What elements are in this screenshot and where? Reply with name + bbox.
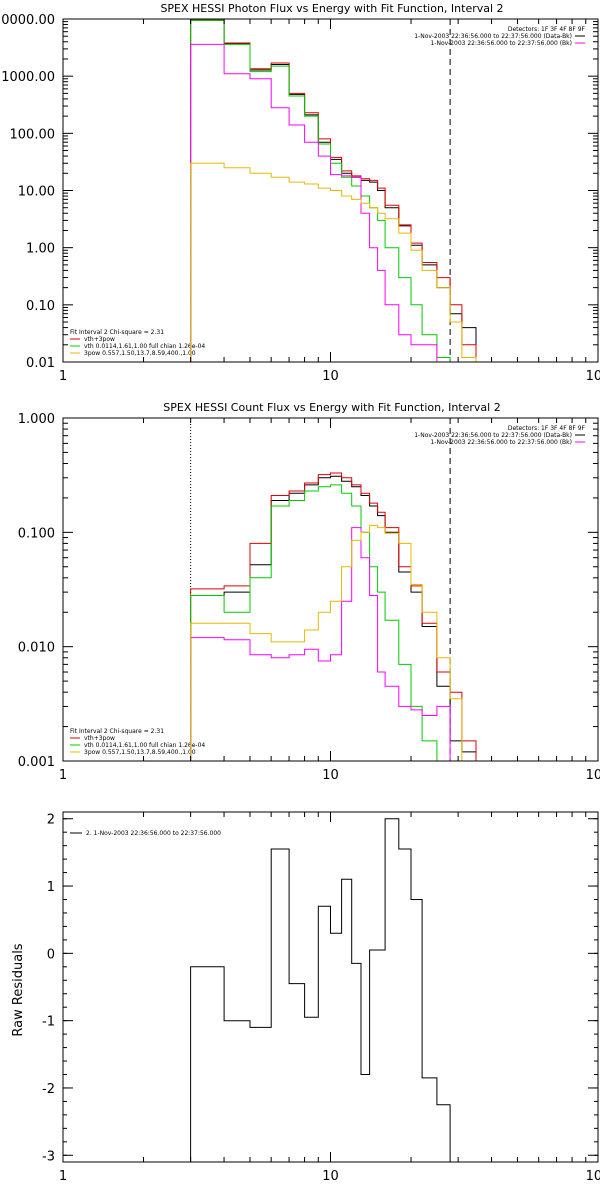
count-flux-ytick-label: 0.001 [18,755,55,770]
photon-flux-series-magenta [190,43,476,362]
count-flux-xtick-label: 1 [59,768,67,783]
photon-flux-ytick-label: 1.00 [26,242,55,257]
count-flux-plot-frame [62,417,599,762]
count-flux-series-green [190,484,476,761]
count-flux-info-detectors: Detectors: 1F 3F 4F 8F 9F [508,425,586,432]
photon-flux-series-black [190,19,477,362]
count-flux-info-data: 1-Nov-2003 22:36:56.000 to 22:37:56.000 … [414,432,572,439]
residuals-plot-frame [62,811,599,1163]
residuals-ytick-label: 0 [47,947,55,962]
count-flux-ytick-label: 0.010 [18,641,55,656]
count-flux-series-red [190,472,477,761]
residuals-ytick-label: -3 [42,1149,55,1164]
photon-flux-info-bk: 1-Nov-2003 22:36:56.000 to 22:37:56.000 … [430,40,572,47]
photon-flux-legend-header: Fit Interval 2 Chi-square = 2.31 [70,329,164,336]
residuals-xtick-label: 1 [59,1169,67,1184]
count-flux-ytick-label: 1.000 [18,412,55,427]
residuals-ytick-label: -1 [42,1015,55,1030]
photon-flux-info-detectors: Detectors: 1F 3F 4F 8F 9F [508,26,586,33]
photon-flux-xtick-label: 1 [59,369,67,384]
count-flux-title: SPEX HESSI Count Flux vs Energy with Fit… [163,401,500,414]
residuals-xtick-label: 10 [322,1169,339,1184]
photon-flux-legend-entry-vth: vth 0.0114,1.61,1.00 full chian 1.26e-04 [84,343,205,350]
count-flux-panel: SPEX HESSI Count Flux vs Energy with Fit… [18,401,600,783]
photon-flux-series-yellow [190,162,477,362]
photon-flux-ytick-label: 1000.00 [1,70,55,85]
photon-flux-legend-entry-vth3pow: vth+3pow [84,336,115,343]
photon-flux-ytick-label: 100.00 [10,127,56,142]
residuals-panel: Raw Residuals 2. 1-Nov-2003 22:36:56.000… [11,811,600,1184]
count-flux-legend-entry-3pow: 3pow 0.557,1.50,13.7,8.59,400.,1.00 [84,749,196,756]
photon-flux-ytick-label: 10.00 [18,185,55,200]
photon-flux-ytick-label: 0.01 [26,356,55,371]
residuals-ytick-label: 2 [47,813,55,828]
residuals-ytick-label: 1 [47,880,55,895]
count-flux-xtick-label: 100 [586,768,600,783]
photon-flux-xtick-label: 10 [322,369,339,384]
residuals-xtick-label: 100 [586,1169,600,1184]
count-flux-info-bk: 1-Nov-2003 22:36:56.000 to 22:37:56.000 … [430,439,572,446]
photon-flux-ytick-label: 0.10 [26,299,55,314]
residuals-ytick-label: -2 [42,1082,55,1097]
photon-flux-panel: SPEX HESSI Photon Flux vs Energy with Fi… [1,2,600,384]
count-flux-series-group [190,472,477,761]
photon-flux-ytick-label: 0000.00 [1,13,55,28]
residuals-series-black [190,818,451,1162]
count-flux-legend-entry-vth3pow: vth+3pow [84,735,115,742]
count-flux-series-black [190,475,477,761]
count-flux-ytick-label: 0.100 [18,526,55,541]
photon-flux-title: SPEX HESSI Photon Flux vs Energy with Fi… [160,2,503,15]
count-flux-xtick-label: 10 [322,768,339,783]
photon-flux-series-red [190,19,477,362]
count-flux-series-yellow [190,524,476,761]
photon-flux-series-green [190,19,476,362]
photon-flux-xtick-label: 100 [586,369,600,384]
residuals-ylabel: Raw Residuals [11,943,26,1036]
photon-flux-info-data: 1-Nov-2003 22:36:56.000 to 22:37:56.000 … [414,33,572,40]
photon-flux-series-group [190,19,477,362]
count-flux-legend-header: Fit Interval 2 Chi-square = 2.31 [70,728,164,735]
residuals-legend-entry: 2. 1-Nov-2003 22:36:56.000 to 22:37:56.0… [86,830,221,837]
count-flux-legend-entry-vth: vth 0.0114,1.61,1.00 full chian 1.26e-04 [84,742,205,749]
count-flux-series-magenta [190,527,476,761]
photon-flux-legend-entry-3pow: 3pow 0.557,1.50,13.7,8.59,400.,1.00 [84,350,196,357]
residuals-series-group [190,818,451,1162]
